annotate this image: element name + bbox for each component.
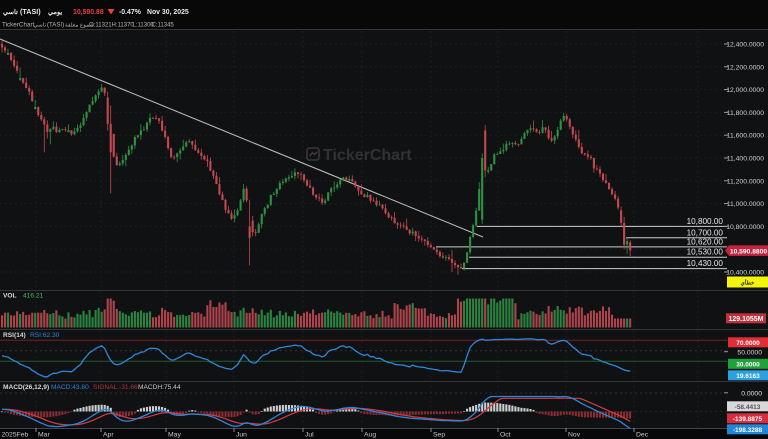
svg-text:10,530.00: 10,530.00	[687, 248, 724, 257]
svg-text:RSI(14): RSI(14)	[3, 332, 26, 339]
svg-text:L:11300: L:11300	[133, 23, 155, 29]
svg-text:Oct: Oct	[500, 432, 511, 439]
svg-text:129.1055M: 129.1055M	[728, 316, 763, 323]
svg-text:11,400.0000: 11,400.0000	[727, 156, 765, 163]
svg-text:11,600.0000: 11,600.0000	[727, 133, 765, 140]
svg-text:416.21: 416.21	[23, 293, 44, 300]
svg-text:Mar: Mar	[38, 432, 50, 439]
svg-text:شموع مغلقة: شموع مغلقة	[65, 22, 94, 29]
svg-text:MACDH:75.44: MACDH:75.44	[138, 384, 181, 391]
svg-text:11,800.0000: 11,800.0000	[727, 110, 765, 117]
svg-text:2025Feb: 2025Feb	[2, 432, 29, 439]
svg-text:(TASI): (TASI)	[20, 7, 41, 16]
svg-text:TickerChart: TickerChart	[2, 22, 35, 29]
svg-text:10,400.0000: 10,400.0000	[726, 270, 764, 277]
svg-text:12,000.0000: 12,000.0000	[726, 87, 764, 94]
svg-text:VOL: VOL	[3, 293, 17, 300]
svg-text:MACD(26,12,9): MACD(26,12,9)	[3, 384, 49, 391]
svg-text:19.6163: 19.6163	[736, 373, 760, 380]
svg-text:May: May	[168, 432, 181, 439]
svg-text:تاسي: تاسي	[34, 22, 47, 29]
svg-text:10,800.00: 10,800.00	[687, 217, 724, 226]
svg-text:TickerChart: TickerChart	[323, 147, 412, 164]
svg-text:12,400.0000: 12,400.0000	[726, 42, 764, 49]
svg-text:70.0000: 70.0000	[736, 340, 760, 347]
svg-text:-198.3288: -198.3288	[733, 427, 763, 434]
svg-text:MACD:43.80: MACD:43.80	[51, 384, 89, 391]
svg-text:10,700.00: 10,700.00	[687, 228, 724, 237]
svg-text:Sep: Sep	[433, 432, 445, 439]
svg-text:SIGNAL:-31.66: SIGNAL:-31.66	[93, 384, 138, 391]
svg-text:Jul: Jul	[305, 432, 314, 439]
svg-text:خطأي: خطأي	[741, 278, 755, 287]
svg-text:O:11321: O:11321	[89, 23, 112, 29]
svg-text:-58.4413: -58.4413	[735, 404, 761, 411]
svg-text:Apr: Apr	[103, 432, 114, 439]
svg-text:Nov 30, 2025: Nov 30, 2025	[147, 9, 189, 16]
svg-text:10,430.00: 10,430.00	[687, 259, 724, 268]
svg-text:تاسي: تاسي	[3, 8, 18, 17]
svg-text:Dec: Dec	[636, 432, 649, 439]
svg-text:0.0000: 0.0000	[741, 391, 762, 398]
svg-text:Aug: Aug	[364, 432, 376, 439]
svg-text:-0.47%: -0.47%	[119, 9, 141, 16]
svg-text:10,590.88: 10,590.88	[73, 9, 104, 16]
svg-text:11,200.0000: 11,200.0000	[727, 178, 765, 185]
svg-text:C:11345: C:11345	[152, 23, 175, 29]
svg-text:-139.8875: -139.8875	[733, 416, 763, 423]
svg-text:10,620.00: 10,620.00	[687, 237, 724, 246]
svg-text:Jun: Jun	[236, 432, 247, 439]
svg-text:10,800.0000: 10,800.0000	[726, 224, 764, 231]
svg-text:H:11370: H:11370	[112, 23, 135, 29]
svg-text:(TASI): (TASI)	[47, 22, 64, 29]
svg-text:يومي: يومي	[48, 9, 62, 17]
svg-text:10,590.8800: 10,590.8800	[730, 248, 767, 255]
svg-text:30.0000: 30.0000	[736, 362, 760, 369]
svg-text:Nov: Nov	[568, 432, 581, 439]
svg-text:11,000.0000: 11,000.0000	[727, 201, 765, 208]
svg-text:12,200.0000: 12,200.0000	[726, 64, 764, 71]
svg-text:50.0000: 50.0000	[737, 349, 762, 356]
svg-text:RSI:62.30: RSI:62.30	[30, 332, 60, 339]
